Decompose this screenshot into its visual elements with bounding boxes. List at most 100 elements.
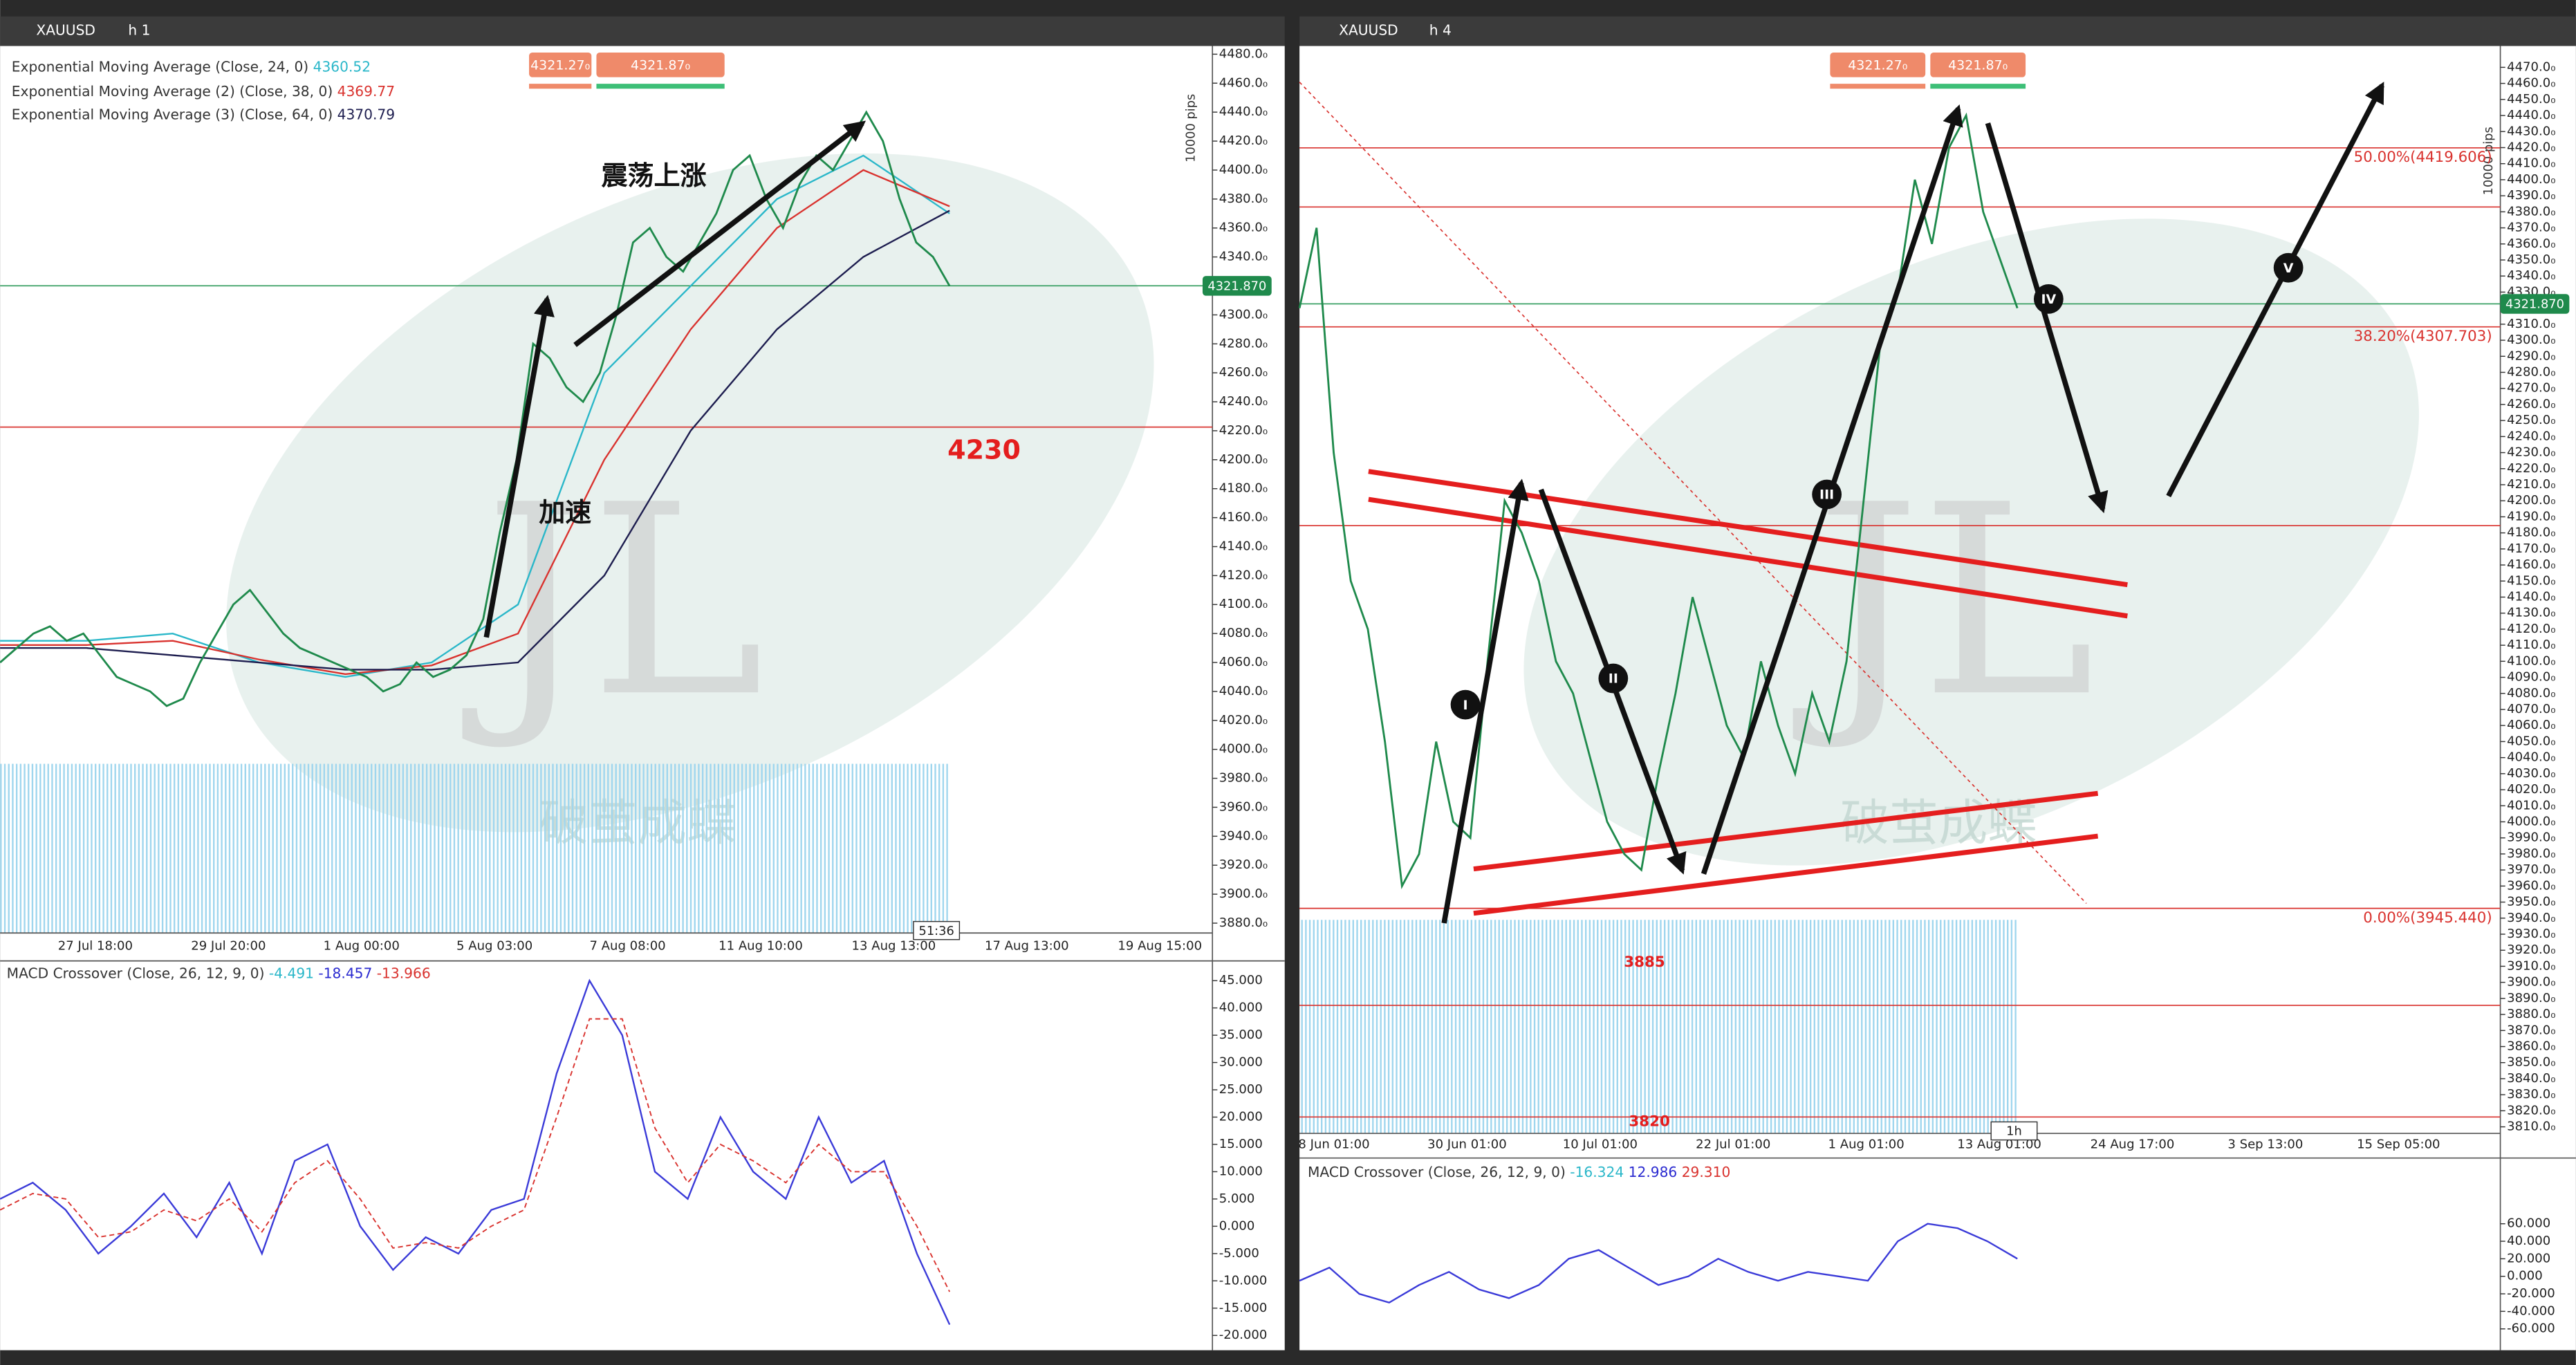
y-tick-label: 0.000 (1219, 1218, 1255, 1233)
annotation: 3885 (1624, 954, 1665, 971)
x-tick-label: 7 Aug 08:00 (589, 938, 665, 953)
x-tick-label: 1 Aug 00:00 (324, 938, 400, 953)
y-tick-label: 4280.0₀ (2507, 364, 2555, 379)
y-tick-label: 4400.0₀ (1219, 162, 1268, 177)
y-tick-label: 4200.0₀ (2507, 493, 2555, 508)
ask-button[interactable] (596, 53, 725, 77)
y-tick-label: 4470.0₀ (2507, 59, 2555, 74)
wave-label: I (1463, 698, 1468, 713)
y-tick-label: 4200.0₀ (1219, 452, 1268, 467)
y-tick-label: 3980.0₀ (2507, 846, 2555, 861)
y-tick-label: 4230.0₀ (2507, 445, 2555, 460)
timeframe[interactable]: h 4 (1429, 22, 1452, 39)
x-tick-label: 19 Aug 15:00 (1118, 938, 1202, 953)
y-tick-label: 4400.0₀ (2507, 172, 2555, 187)
y-tick-label: 4040.0₀ (2507, 750, 2555, 765)
y-tick-label: 4150.0₀ (2507, 573, 2555, 588)
macd-value: -4.491 (269, 965, 314, 981)
y-tick-label: 4480.0₀ (1219, 46, 1268, 61)
y-tick-label: 4370.0₀ (2507, 221, 2555, 235)
ask-button[interactable] (1930, 53, 2026, 77)
bid-button[interactable] (1830, 53, 1926, 77)
macd-title: MACD Crossover (Close, 26, 12, 9, 0) -16… (1308, 1164, 1730, 1180)
y-tick-label: 4220.0₀ (2507, 461, 2555, 476)
symbol[interactable]: XAUUSD (36, 22, 95, 39)
x-tick-label: 11 Aug 10:00 (719, 938, 803, 953)
y-tick-label: 10.000 (1219, 1164, 1263, 1178)
y-tick-label: 4270.0₀ (2507, 381, 2555, 396)
y-tick-label: 4340.0₀ (1219, 250, 1268, 264)
bid-price[interactable]: 4321.27₀ (1848, 58, 1907, 73)
timeframe[interactable]: h 1 (128, 22, 150, 39)
macd-name: MACD Crossover (Close, 26, 12, 9, 0) (1308, 1164, 1566, 1180)
bid-button[interactable] (529, 53, 592, 77)
y-tick-label: -10.000 (1219, 1273, 1268, 1288)
macd-line (1299, 1223, 2018, 1304)
y-tick-label: 4380.0₀ (2507, 204, 2555, 219)
macd-title: MACD Crossover (Close, 26, 12, 9, 0) -4.… (7, 965, 431, 981)
level-lines (0, 82, 2501, 1118)
wave-labels: I II III IV V (1450, 252, 2304, 720)
spread-bar (529, 84, 592, 89)
y-tick-label: 4280.0₀ (1219, 336, 1268, 351)
x-tick-label: 30 Jun 01:00 (1427, 1138, 1507, 1152)
y-tick-label: 4050.0₀ (2507, 734, 2555, 748)
y-tick-label: 3930.0₀ (2507, 927, 2555, 941)
watermark-logo: JL (460, 448, 764, 754)
y-tick-label: 4310.0₀ (2507, 317, 2555, 331)
x-tick-label: 8 Jun 01:00 (1298, 1138, 1369, 1152)
y-tick-label: 40.000 (1219, 1001, 1263, 1015)
ema-line (0, 210, 950, 671)
y-tick-label: 4100.0₀ (1219, 597, 1268, 611)
y-tick-label: 4130.0₀ (2507, 606, 2555, 620)
y-tick-label: 4390.0₀ (2507, 188, 2555, 203)
volume-bars (0, 763, 950, 934)
y-tick-label: 3940.0₀ (2507, 911, 2555, 925)
legend-entry: Exponential Moving Average (3) (Close, 6… (12, 106, 395, 122)
y-tick-label: 4080.0₀ (1219, 626, 1268, 640)
y-tick-label: 4340.0₀ (2507, 268, 2555, 283)
y-tick-label: 4060.0₀ (1219, 655, 1268, 669)
y-tick-label: 4030.0₀ (2507, 766, 2555, 781)
y-tick-label: 4460.0₀ (2507, 76, 2555, 91)
y-tick-label: 4000.0₀ (2507, 814, 2555, 828)
macd-value: -18.457 (318, 965, 372, 981)
y-tick-label: 4250.0₀ (2507, 413, 2555, 427)
y-tick-label: 4380.0₀ (1219, 192, 1268, 206)
y-tick-label: 4110.0₀ (2507, 638, 2555, 652)
x-tick-label: 17 Aug 13:00 (985, 938, 1069, 953)
y-tick-label: 4160.0₀ (1219, 510, 1268, 525)
y-tick-label: 4260.0₀ (1219, 365, 1268, 380)
y-tick-label: 4210.0₀ (2507, 477, 2555, 492)
wave-label: II (1609, 671, 1618, 687)
fib-label: 0.00%(3945.440) (2363, 909, 2492, 927)
y-tick-label: 3990.0₀ (2507, 830, 2555, 845)
y-tick-label: 3980.0₀ (1219, 771, 1268, 786)
y-tick-label: 4120.0₀ (1219, 568, 1268, 582)
y-tick-label: 3880.0₀ (2507, 1007, 2555, 1021)
price-tag (2500, 294, 2570, 314)
y-tick-label: 4020.0₀ (1219, 713, 1268, 727)
y-tick-label: 4040.0₀ (1219, 684, 1268, 698)
y-tick-label: 4360.0₀ (2507, 236, 2555, 251)
annotation: 3820 (1629, 1113, 1669, 1130)
ask-price[interactable]: 4321.87₀ (1948, 58, 2008, 73)
right-header[interactable] (1299, 16, 2576, 46)
y-tick-label: 3810.0₀ (2507, 1120, 2555, 1134)
y-tick-label: -20.000 (2507, 1286, 2555, 1301)
y-tick-label: 4140.0₀ (2507, 589, 2555, 604)
x-tick-label: 29 Jul 20:00 (191, 938, 266, 953)
y-tick-label: 4440.0₀ (1219, 104, 1268, 119)
bid-price[interactable]: 4321.27₀ (530, 58, 590, 73)
left-header[interactable] (0, 16, 1285, 46)
legend-entry: Exponential Moving Average (Close, 24, 0… (12, 58, 371, 75)
wave-label: III (1819, 488, 1834, 503)
x-tick-label: 15 Sep 05:00 (2357, 1138, 2440, 1152)
y-tick-label: 30.000 (1219, 1055, 1263, 1070)
symbol[interactable]: XAUUSD (1339, 22, 1398, 39)
y-tick-label: 4160.0₀ (2507, 557, 2555, 572)
pips-label: 10000 pips (2481, 127, 2496, 195)
y-tick-label: 3830.0₀ (2507, 1087, 2555, 1102)
x-tick-label: 13 Aug 13:00 (852, 938, 936, 953)
ask-price[interactable]: 4321.87₀ (631, 58, 690, 73)
